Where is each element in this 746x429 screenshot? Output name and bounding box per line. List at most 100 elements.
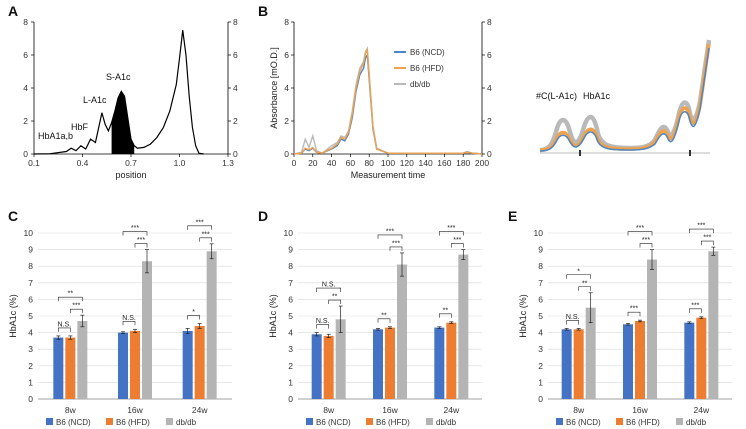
panel-d-legend-swatch (366, 418, 373, 425)
panel-c-legend-swatch (106, 418, 113, 425)
panel-c-ytick-label: 8 (28, 261, 33, 271)
panel-b-legend-label: B6 (HFD) (410, 64, 444, 73)
panel-b-y2tick-label: 4 (487, 83, 492, 93)
panel-e-legend-label: db/db (686, 418, 707, 427)
panel-c-sig-bracket (70, 308, 83, 314)
panel-d-legend-label: db/db (436, 418, 457, 427)
panel-b-xtick-label: 60 (346, 158, 356, 168)
panel-d-sig-label: ** (332, 294, 338, 301)
panel-e-sig-bracket (639, 243, 653, 248)
panel-b-series-line (293, 46, 483, 155)
panel-e-sig-label: *** (697, 223, 705, 230)
panel-a-xtick-label: 0.1 (28, 158, 40, 168)
panel-e-sig-label: *** (636, 225, 644, 232)
panel-c-bar (65, 337, 76, 399)
panel-e-legend-label: B6 (HFD) (626, 418, 660, 427)
panel-c-bar (53, 337, 64, 399)
panel-e-ytick-label: 0 (538, 394, 543, 404)
panel-d-sig-bracket (439, 313, 452, 318)
panel-a-peak-label: HbA1a,b (38, 131, 73, 141)
panel-d-ytick-label: 8 (288, 261, 293, 271)
panel-d-ytick-label: 4 (288, 328, 293, 338)
panel-e-sig-bracket (627, 311, 641, 317)
panel-a-shaded-peak (111, 91, 135, 154)
panel-d-bar (434, 327, 445, 399)
panel-a-y2tick-label: 8 (233, 17, 238, 27)
panel-b-legend-label: B6 (NCD) (410, 48, 445, 57)
panel-d-legend-swatch (426, 418, 433, 425)
panel-a-xtick-label: 1.3 (222, 158, 234, 168)
panel-e-bar (708, 251, 719, 399)
panel-d-ytick-label: 3 (288, 344, 293, 354)
panel-c-sig-bracket (122, 320, 136, 326)
panel-e-bar (573, 329, 584, 399)
panel-b-xtick-label: 140 (419, 158, 433, 168)
panel-d: 0 1 2 3 4 5 6 7 8 9 10 HbA1c (%) 8w 16w 24w N.S. ** N.S. *… (268, 225, 482, 427)
panel-c-ytick-label: 2 (28, 361, 33, 371)
panel-c-ytick-label: 0 (28, 394, 33, 404)
panel-b-ytick-label: 8 (284, 17, 289, 27)
panel-a-ytick-label: 6 (23, 50, 28, 60)
panel-letter-e: E (508, 208, 517, 224)
panel-b-xtick-label: 40 (327, 158, 337, 168)
panel-d-bar (446, 322, 457, 399)
panel-d-bar (397, 264, 407, 399)
panel-c-category-label: 8w (65, 405, 77, 415)
panel-letter-c: C (8, 208, 18, 224)
panel-e-ytick-label: 9 (538, 245, 543, 255)
panel-e-ytick-label: 3 (538, 344, 543, 354)
panel-e-bar (647, 259, 657, 399)
panel-a-xtick-label: 1.0 (174, 158, 186, 168)
panel-e-bar (635, 320, 645, 399)
panel-b-xtick-label: 180 (456, 158, 470, 168)
panel-letter-a: A (8, 3, 18, 19)
panel-d-sig-bracket (439, 231, 464, 236)
panel-d-ytick-label: 5 (288, 311, 293, 321)
panel-c-ytick-label: 5 (28, 311, 33, 321)
panel-e-bar (561, 329, 572, 399)
panel-d-sig-label: ** (381, 312, 387, 319)
panel-e-category-label: 24w (694, 405, 710, 415)
panel-c-legend-swatch (166, 418, 173, 425)
panel-d-ytick-label: 0 (288, 394, 293, 404)
panel-c-sig-bracket (58, 296, 83, 302)
panel-e-sig-label: N.S. (566, 314, 580, 321)
panel-c-bar (130, 330, 140, 399)
panel-e-ytick-label: 10 (534, 228, 544, 238)
panel-c-ylabel: HbA1c (%) (8, 294, 18, 338)
panel-d-legend-label: B6 (HFD) (376, 418, 410, 427)
panel-b-series-line (293, 52, 483, 155)
panel-e-ytick-label: 4 (538, 328, 543, 338)
panel-a-ytick-label: 8 (23, 17, 28, 27)
panel-d-ylabel: HbA1c (%) (268, 294, 278, 338)
panel-d-bar (385, 327, 395, 399)
panel-a-ytick-label: 0 (23, 149, 28, 159)
panel-b-xtick-label: 0 (292, 158, 297, 168)
panel-e-sig-bracket (627, 231, 653, 236)
panel-a-y2tick-label: 6 (233, 50, 238, 60)
panel-d-bar (458, 254, 469, 399)
panel-d-ytick-label: 1 (288, 377, 293, 387)
panel-c-bar (118, 332, 128, 399)
panel-e-ytick-label: 2 (538, 361, 543, 371)
panel-e-ylabel: HbA1c (%) (518, 294, 528, 338)
panel-b-inset-hfd (539, 43, 711, 152)
panel-c-bar (182, 330, 193, 399)
panel-c-ytick-label: 6 (28, 294, 33, 304)
panel-b-ytick-label: 4 (284, 83, 289, 93)
panel-c-sig-label: *** (137, 237, 145, 244)
panel-d-sig-bracket (316, 287, 341, 293)
panel-d-ytick-label: 6 (288, 294, 293, 304)
panel-c-sig-bracket (187, 315, 200, 320)
panel-c-legend-label: db/db (176, 418, 197, 427)
panel-b-xtick-label: 200 (475, 158, 489, 168)
panel-a-y2tick-label: 2 (233, 116, 238, 126)
panel-e-legend-swatch (556, 418, 563, 425)
panel-c-sig-label: N.S. (122, 315, 136, 322)
panel-e-sig-bracket (689, 228, 714, 234)
panel-d-bar (311, 334, 322, 399)
panel-b-xtick-label: 100 (381, 158, 395, 168)
panel-e-ytick-label: 5 (538, 311, 543, 321)
